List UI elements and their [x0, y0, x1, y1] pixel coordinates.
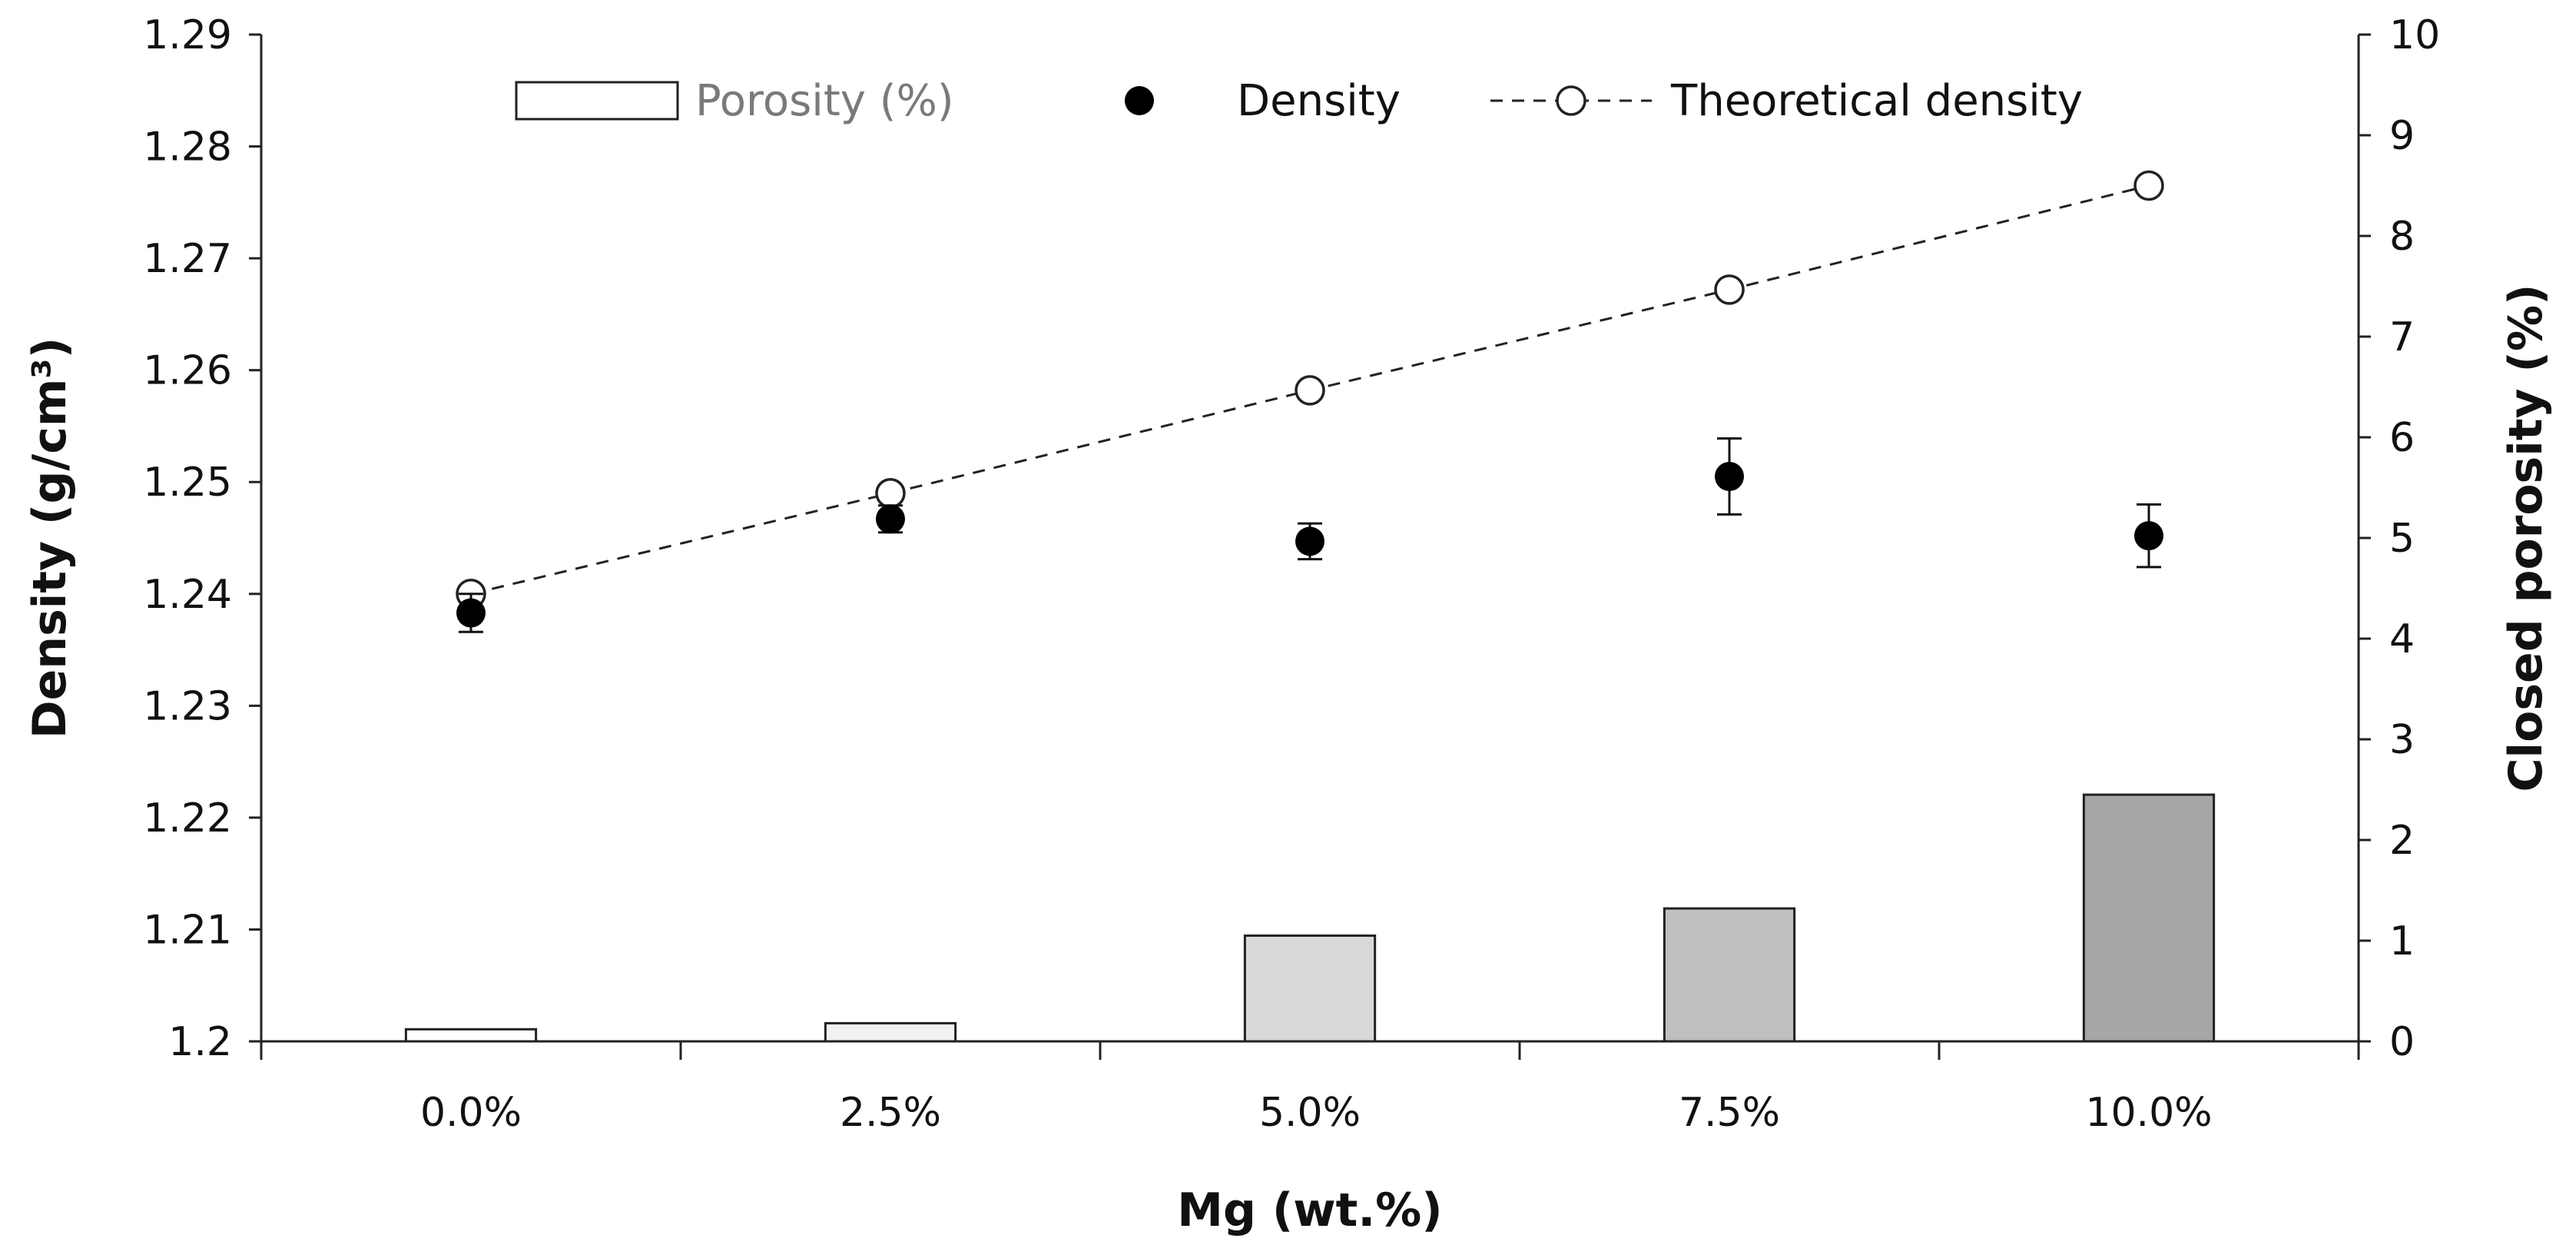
density-point	[876, 504, 905, 534]
theoretical-density-point	[875, 478, 906, 509]
x-tick-label: 5.0%	[1259, 1090, 1361, 1136]
theoretical-density-point	[1714, 274, 1745, 305]
theoretical-density-point	[2133, 170, 2164, 201]
left-tick-label: 1.21	[143, 907, 232, 953]
x-tick-label: 10.0%	[2085, 1090, 2212, 1136]
legend-theoretical-label: Theoretical density	[1670, 76, 2083, 126]
x-tick-label: 0.0%	[420, 1090, 522, 1136]
porosity-bar	[1663, 907, 1796, 1043]
right-tick-label: 0	[2389, 1019, 2415, 1065]
x-axis-title: Mg (wt.%)	[1177, 1184, 1442, 1237]
left-axis-ticks: 1.2 1.21 1.22 1.23 1.24 1.25 1.26 1.27 1.28 1.29	[143, 12, 261, 1065]
porosity-bar	[1243, 934, 1377, 1043]
porosity-bars	[404, 793, 2216, 1043]
right-tick-label: 3	[2389, 717, 2415, 763]
legend-theoretical-marker	[1556, 85, 1586, 116]
right-tick-label: 6	[2389, 415, 2415, 461]
right-tick-label: 4	[2389, 616, 2415, 662]
right-tick-label: 2	[2389, 818, 2415, 864]
left-tick-label: 1.2	[168, 1019, 232, 1065]
left-tick-label: 1.26	[143, 348, 232, 394]
x-tick-label: 2.5%	[840, 1090, 941, 1136]
theoretical-density-point	[1295, 375, 1325, 406]
density-point	[456, 598, 486, 628]
left-tick-label: 1.25	[143, 460, 232, 506]
right-tick-label: 10	[2389, 12, 2440, 58]
density-point	[1295, 526, 1324, 556]
porosity-bar	[824, 1021, 957, 1043]
density-series	[456, 437, 2163, 633]
right-axis-ticks: 0 1 2 3 4 5 6 7 8 9 10	[2359, 12, 2440, 1065]
left-tick-label: 1.22	[143, 795, 232, 842]
density-point	[1715, 461, 1744, 491]
left-tick-label: 1.24	[143, 572, 232, 618]
y-axis-title: Density (g/cm³)	[23, 337, 77, 739]
legend: Porosity (%) Density Theoretical density	[515, 76, 2083, 126]
right-tick-label: 5	[2389, 516, 2415, 562]
left-tick-label: 1.23	[143, 683, 232, 729]
x-tick-label: 7.5%	[1679, 1090, 1780, 1136]
left-tick-label: 1.28	[143, 125, 232, 171]
right-tick-label: 1	[2389, 918, 2415, 964]
legend-density-marker	[1125, 86, 1154, 115]
right-tick-label: 8	[2389, 214, 2415, 260]
right-tick-label: 9	[2389, 113, 2415, 159]
legend-density-label: Density	[1237, 76, 1401, 126]
right-tick-label: 7	[2389, 314, 2415, 360]
left-tick-label: 1.29	[143, 12, 232, 58]
density-point	[2134, 521, 2163, 551]
left-tick-label: 1.27	[143, 236, 232, 282]
legend-porosity-label: Porosity (%)	[695, 76, 954, 126]
x-axis-ticks: 0.0% 2.5% 5.0% 7.5% 10.0%	[260, 1041, 2360, 1136]
legend-porosity-swatch	[515, 81, 679, 121]
y2-axis-title: Closed porosity (%)	[2499, 284, 2553, 792]
porosity-bar	[2082, 793, 2216, 1043]
porosity-bar	[404, 1028, 538, 1043]
